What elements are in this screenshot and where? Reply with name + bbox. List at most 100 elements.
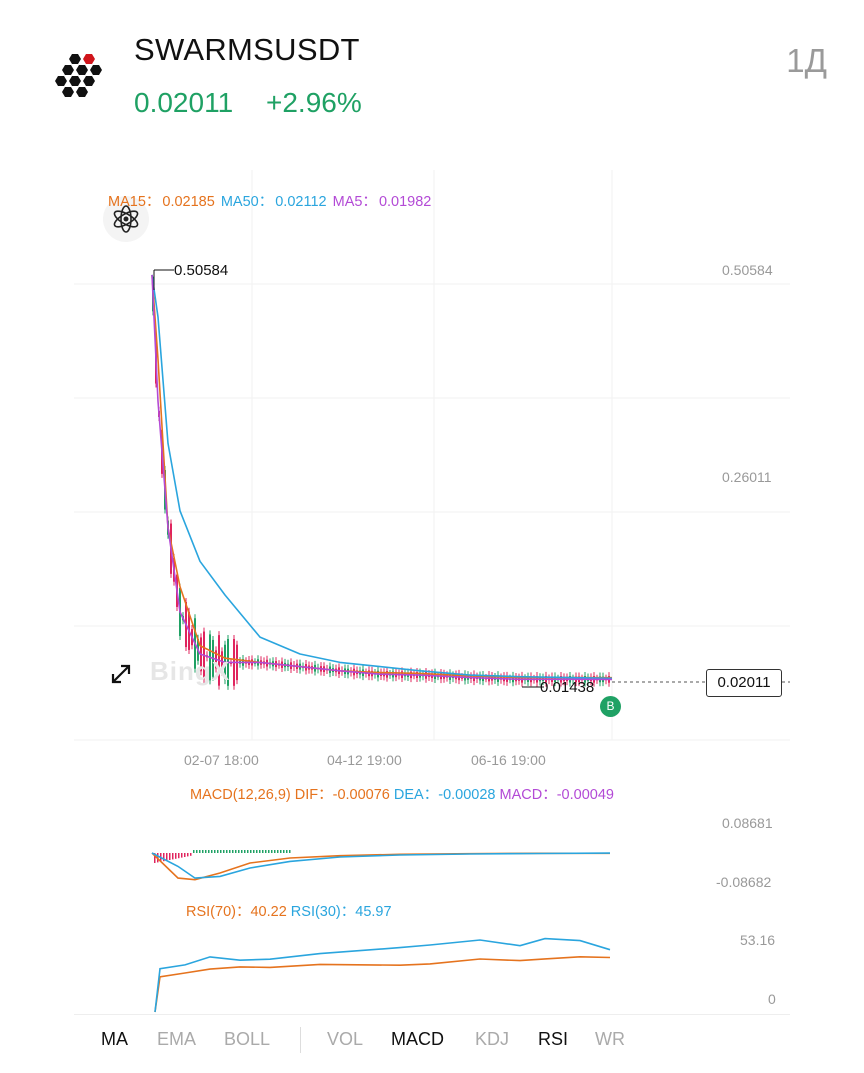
macd-bar: [238, 850, 240, 853]
macd-bar: [229, 850, 231, 853]
main-chart[interactable]: [0, 160, 864, 780]
x-tick-label: 06-16 19:00: [471, 752, 546, 768]
macd-bar: [235, 850, 237, 853]
macd-bar: [184, 853, 186, 857]
x-tick-label: 04-12 19:00: [327, 752, 402, 768]
tab-ma[interactable]: MA: [101, 1029, 128, 1049]
expand-icon[interactable]: [108, 661, 134, 687]
tab-boll[interactable]: BOLL: [224, 1029, 271, 1049]
macd-bar: [250, 850, 252, 853]
tab-ema[interactable]: EMA: [157, 1029, 197, 1049]
rsi-line-rsi70: [154, 955, 611, 1013]
rsi-y-bottom: 0: [768, 991, 776, 1007]
rsi-legend: RSI(70)：40.22 RSI(30)：45.97: [186, 900, 392, 921]
macd-bar: [211, 850, 213, 853]
macd-bar: [274, 850, 276, 853]
rsi-line-rsi30: [154, 937, 611, 1013]
macd-label: MACD：: [499, 787, 557, 803]
rsi70-label: RSI(70)：: [186, 904, 251, 920]
dea-label: DEA：: [393, 787, 439, 803]
macd-line-dea: [151, 852, 611, 879]
rsi-lines: [154, 937, 611, 1013]
macd-chart[interactable]: [0, 800, 864, 900]
macd-bar: [268, 850, 270, 853]
macd-bar: [283, 850, 285, 853]
macd-bar: [199, 850, 201, 853]
low-price-label: 0.01438: [540, 679, 595, 696]
macd-bar: [247, 850, 249, 853]
ma-legend: MA15： 0.02185 MA50： 0.02112 MA5： 0.01982: [108, 190, 433, 211]
ma50-label: MA50：: [220, 194, 274, 210]
y-tick-label: 0.50584: [722, 262, 773, 278]
macd-bar: [220, 850, 222, 853]
macd-bar: [214, 850, 216, 853]
buy-marker[interactable]: B: [600, 696, 621, 717]
macd-bar: [265, 850, 267, 853]
macd-bar: [259, 850, 261, 853]
macd-bar: [187, 853, 189, 857]
ma-line-ma50: [151, 274, 613, 680]
macd-bar: [262, 850, 264, 853]
price-annotations: [153, 269, 790, 688]
macd-bar: [286, 850, 288, 853]
macd-legend: MACD(12,26,9) DIF：-0.00076 DEA：-0.00028 …: [190, 783, 614, 804]
tab-rsi[interactable]: RSI: [538, 1029, 569, 1049]
macd-bar: [175, 853, 177, 859]
macd-bar: [217, 850, 219, 853]
macd-bar: [226, 850, 228, 853]
ma-line-ma15: [151, 274, 613, 679]
macd-bar: [253, 850, 255, 853]
dif-value: -0.00076: [332, 787, 390, 803]
rsi70-value: 40.22: [250, 904, 287, 920]
rsi-y-top: 53.16: [740, 932, 776, 948]
macd-bar: [154, 853, 156, 863]
macd-bar: [280, 850, 282, 853]
macd-bar: [169, 853, 171, 860]
tab-divider: [300, 1027, 301, 1053]
macd-bar: [202, 850, 204, 853]
ma5-label: MA5：: [332, 194, 377, 210]
dea-value: -0.00028: [438, 787, 496, 803]
tab-wr[interactable]: WR: [595, 1029, 625, 1049]
pair-title: SWARMSUSDT: [134, 32, 360, 67]
ma50-value: 0.02112: [275, 194, 327, 210]
macd-bar: [244, 850, 246, 853]
macd-bar: [232, 850, 234, 853]
macd-bar: [223, 850, 225, 853]
price-change: +2.96%: [266, 87, 362, 118]
macd-bar: [205, 850, 207, 853]
tab-vol[interactable]: VOL: [327, 1029, 364, 1049]
macd-bar: [256, 850, 258, 853]
ma5-value: 0.01982: [378, 194, 432, 210]
candlesticks: [152, 276, 610, 690]
tab-macd[interactable]: MACD: [391, 1029, 444, 1049]
macd-bar: [196, 850, 198, 853]
ma-line-ma5: [151, 274, 613, 681]
macd-bar: [277, 850, 279, 853]
ma15-value: 0.02185: [162, 194, 215, 210]
macd-bar: [172, 853, 174, 860]
main-chart-grid: [74, 170, 790, 741]
moving-average-lines: [151, 274, 613, 681]
macd-bar: [181, 853, 183, 858]
macd-bar: [271, 850, 273, 853]
timeframe-selector[interactable]: 1Д: [786, 42, 827, 79]
current-price-tag: 0.02011: [706, 669, 782, 697]
tab-kdj[interactable]: KDJ: [475, 1029, 510, 1049]
macd-bar: [178, 853, 180, 859]
macd-bar: [208, 850, 210, 853]
macd-bar: [193, 850, 195, 853]
high-price-label: 0.50584: [174, 262, 229, 279]
macd-bar: [166, 853, 168, 861]
last-price: 0.02011: [134, 87, 234, 118]
swarms-logo: [48, 50, 106, 102]
atom-icon[interactable]: [103, 196, 149, 242]
indicator-tabs: MA EMA BOLL VOL MACD KDJ RSI WR: [74, 1014, 790, 1063]
macd-y-top: 0.08681: [722, 815, 773, 831]
watermark: BingX: [150, 656, 231, 686]
rsi-chart[interactable]: [0, 920, 864, 1015]
macd-lines: [151, 852, 611, 881]
rsi30-label: RSI(30)：: [290, 904, 356, 920]
macd-bar: [289, 850, 291, 853]
macd-y-bottom: -0.08682: [716, 874, 772, 890]
